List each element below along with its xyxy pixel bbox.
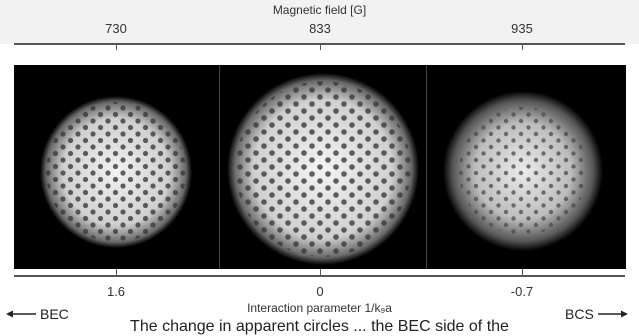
figure-caption-fragment: The change in apparent circles ... the B… [130, 318, 509, 335]
bottom-tick-label-0: 0 [316, 284, 324, 299]
bottom-tick-mark [320, 269, 321, 275]
bottom-tick-mark [116, 269, 117, 275]
bcs-direction-label: BCS [565, 306, 628, 322]
vortex-lattice-panel-bcs [426, 65, 626, 269]
atom-cloud-image-unitarity [220, 65, 427, 269]
bottom-axis-line [14, 275, 625, 277]
bottom-tick-label-minus-0-7: -0.7 [510, 284, 534, 299]
bcs-label: BCS [565, 306, 594, 322]
top-tick-label-935: 935 [511, 21, 533, 36]
vortex-lattice-panels [14, 65, 626, 269]
top-axis-title: Magnetic field [G] [272, 3, 367, 17]
top-tick-mark [116, 44, 117, 50]
top-tick-label-730: 730 [105, 21, 127, 36]
vortex-lattice-panel-unitarity [219, 65, 427, 269]
bottom-tick-mark [522, 269, 523, 275]
arrow-right-icon [597, 310, 628, 318]
arrow-left-icon [6, 310, 36, 318]
bec-direction-label: BEC [6, 306, 69, 322]
top-tick-mark [522, 44, 523, 50]
vortex-lattice-panel-bec [14, 65, 219, 269]
atom-cloud-image-bec [14, 65, 219, 269]
top-tick-label-833: 833 [309, 21, 331, 36]
figure-header-strip [0, 0, 639, 44]
atom-cloud-image-bcs [427, 65, 626, 269]
bottom-tick-label-1-6: 1.6 [106, 284, 126, 299]
top-tick-mark [320, 44, 321, 50]
top-axis-line [14, 43, 625, 45]
bottom-axis-title: Interaction parameter 1/k₉a [247, 301, 392, 315]
bec-label: BEC [40, 306, 69, 322]
